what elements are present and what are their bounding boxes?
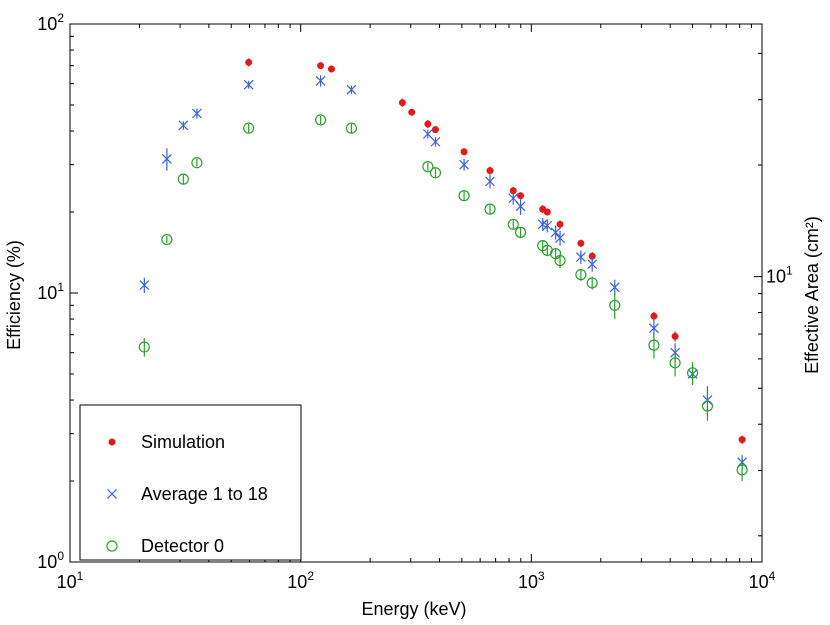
data-point	[736, 464, 748, 476]
data-point	[422, 129, 433, 139]
data-point	[508, 193, 519, 204]
data-point	[430, 136, 441, 147]
data-point	[460, 148, 468, 156]
legend-box	[79, 404, 302, 561]
legend-marker	[108, 438, 116, 446]
legend-marker	[107, 489, 117, 499]
data-point	[671, 332, 679, 340]
data-point	[317, 62, 325, 70]
data-point	[314, 114, 327, 126]
series-detector-0	[138, 114, 748, 482]
data-point	[422, 161, 434, 173]
data-point	[191, 157, 203, 169]
data-point	[243, 79, 254, 90]
data-point	[701, 400, 714, 412]
data-point	[509, 187, 517, 195]
data-point	[515, 201, 526, 212]
legend-label: Simulation	[141, 432, 225, 452]
data-point	[686, 367, 699, 379]
y2-axis-label: Effective Area (cm²)	[802, 216, 822, 374]
y2-tick-label: 101	[766, 264, 793, 287]
series-simulation	[245, 58, 746, 444]
x-axis-label: Energy (keV)	[361, 599, 466, 619]
data-point	[139, 280, 150, 291]
data-point	[542, 220, 553, 231]
data-point	[575, 269, 587, 281]
data-point	[543, 208, 551, 216]
y-axis-label: Efficiency (%)	[4, 240, 24, 350]
data-point	[485, 176, 495, 187]
data-point	[161, 233, 173, 246]
data-point	[609, 299, 621, 311]
y-tick-label: 102	[37, 11, 64, 34]
data-point	[459, 159, 470, 170]
data-point	[458, 190, 470, 202]
legend-label: Average 1 to 18	[141, 484, 268, 504]
data-point	[648, 339, 660, 351]
data-point	[346, 84, 357, 95]
y-tick-label: 101	[37, 280, 64, 303]
data-point	[431, 126, 439, 134]
series-average-1-to-18	[139, 75, 748, 470]
data-point	[315, 75, 326, 86]
axes	[69, 23, 763, 563]
data-point	[556, 220, 564, 228]
x-tick-label: 101	[57, 569, 84, 592]
legend-label: Detector 0	[141, 536, 224, 556]
data-point	[327, 65, 335, 73]
data-point	[669, 357, 681, 369]
data-point	[554, 254, 566, 267]
data-point	[161, 154, 172, 164]
data-point	[424, 120, 432, 128]
y2-tick-labels: 101	[766, 264, 793, 287]
data-points	[138, 58, 748, 482]
data-point	[555, 233, 565, 244]
x-tick-label: 102	[287, 569, 314, 592]
data-point	[650, 312, 658, 320]
data-point	[649, 323, 659, 334]
legend-marker	[106, 540, 118, 552]
x-tick-label: 104	[749, 569, 776, 592]
y-tick-labels: 100 101 102	[37, 11, 64, 572]
data-point	[588, 252, 596, 260]
data-point	[191, 108, 202, 119]
y-tick-label: 100	[37, 549, 64, 572]
data-point	[517, 192, 525, 200]
data-point	[486, 167, 494, 175]
data-point	[738, 436, 746, 444]
data-point	[609, 282, 620, 293]
data-point	[550, 227, 561, 238]
data-point	[345, 122, 358, 134]
data-point	[429, 167, 442, 179]
x-tick-label: 103	[518, 569, 545, 592]
x-tick-labels: 101 102 103 104	[57, 569, 776, 592]
data-point	[586, 277, 598, 289]
data-point	[243, 122, 255, 134]
data-point	[514, 226, 527, 238]
data-point	[577, 239, 585, 247]
data-point	[575, 252, 586, 263]
data-point	[484, 203, 496, 215]
data-point	[138, 341, 150, 353]
data-point	[177, 173, 189, 185]
data-point	[587, 259, 598, 270]
data-point	[178, 120, 189, 131]
legend: Simulation Average 1 to 18 Detector 0	[79, 404, 302, 561]
data-point	[245, 58, 253, 66]
data-point	[408, 108, 416, 116]
data-point	[507, 218, 519, 230]
data-point	[398, 99, 406, 107]
